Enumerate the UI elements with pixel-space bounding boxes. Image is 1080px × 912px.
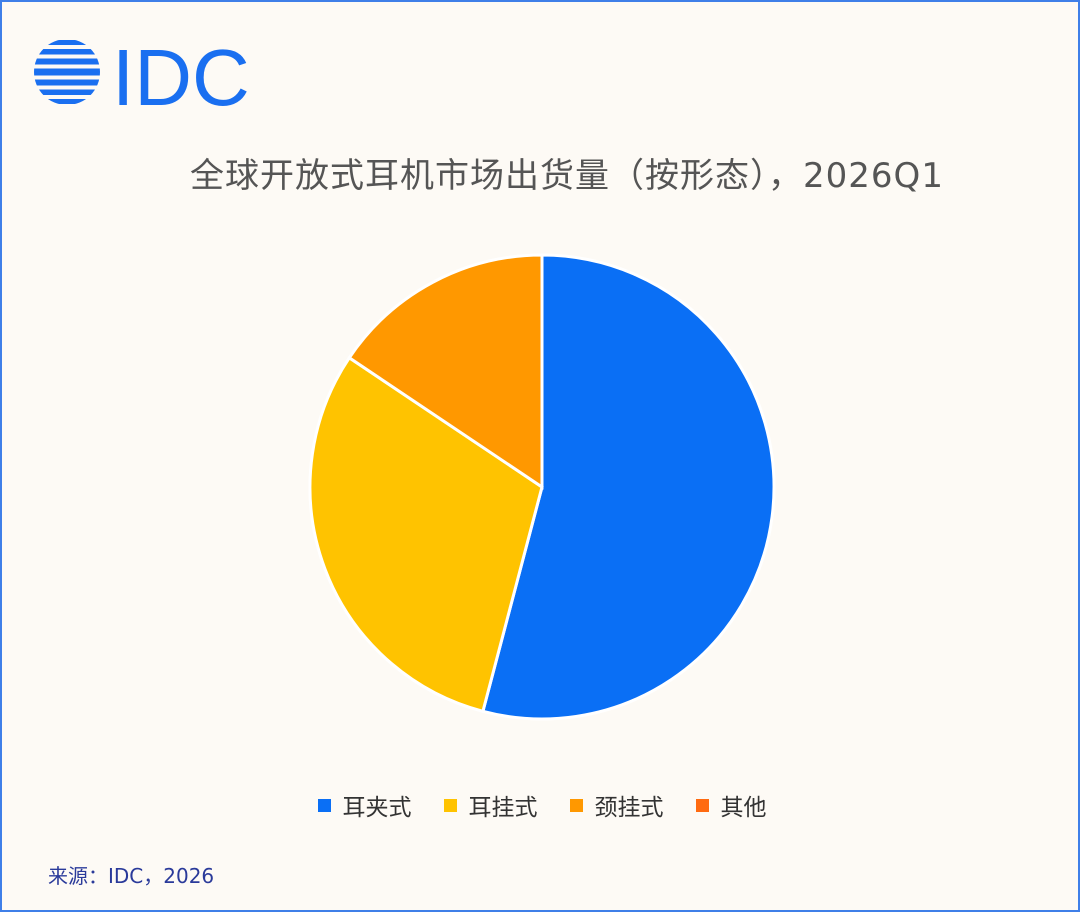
legend-item-other: 其他: [695, 788, 767, 822]
legend: 耳夹式 耳挂式 颈挂式 其他: [2, 788, 1080, 822]
legend-label-ear-clip: 耳夹式: [342, 795, 412, 821]
chart-title: 全球开放式耳机市场出货量（按形态），2026Q1: [190, 156, 944, 196]
source-note: 来源：IDC，2026: [48, 864, 215, 888]
legend-swatch-other: [695, 798, 709, 812]
pie-chart: [308, 253, 776, 721]
pie-slice-ear-hook: [308, 355, 544, 714]
pie-slice-ear-clip: [481, 253, 776, 721]
legend-label-ear-hook: 耳挂式: [468, 795, 538, 821]
legend-item-ear-hook: 耳挂式: [443, 788, 538, 822]
legend-label-other: 其他: [720, 795, 767, 821]
legend-item-neckband: 颈挂式: [569, 788, 664, 822]
idc-logo-text: IDC: [112, 34, 250, 114]
legend-label-neckband: 颈挂式: [594, 795, 664, 821]
legend-swatch-neckband: [569, 798, 583, 812]
idc-logo-graphic: IDC: [34, 33, 250, 122]
legend-swatch-ear-clip: [317, 798, 331, 812]
legend-swatch-ear-hook: [443, 798, 457, 812]
pie-slice-neckband: [347, 253, 544, 490]
legend-item-ear-clip: 耳夹式: [317, 788, 412, 822]
idc-logo: IDC: [32, 33, 272, 122]
